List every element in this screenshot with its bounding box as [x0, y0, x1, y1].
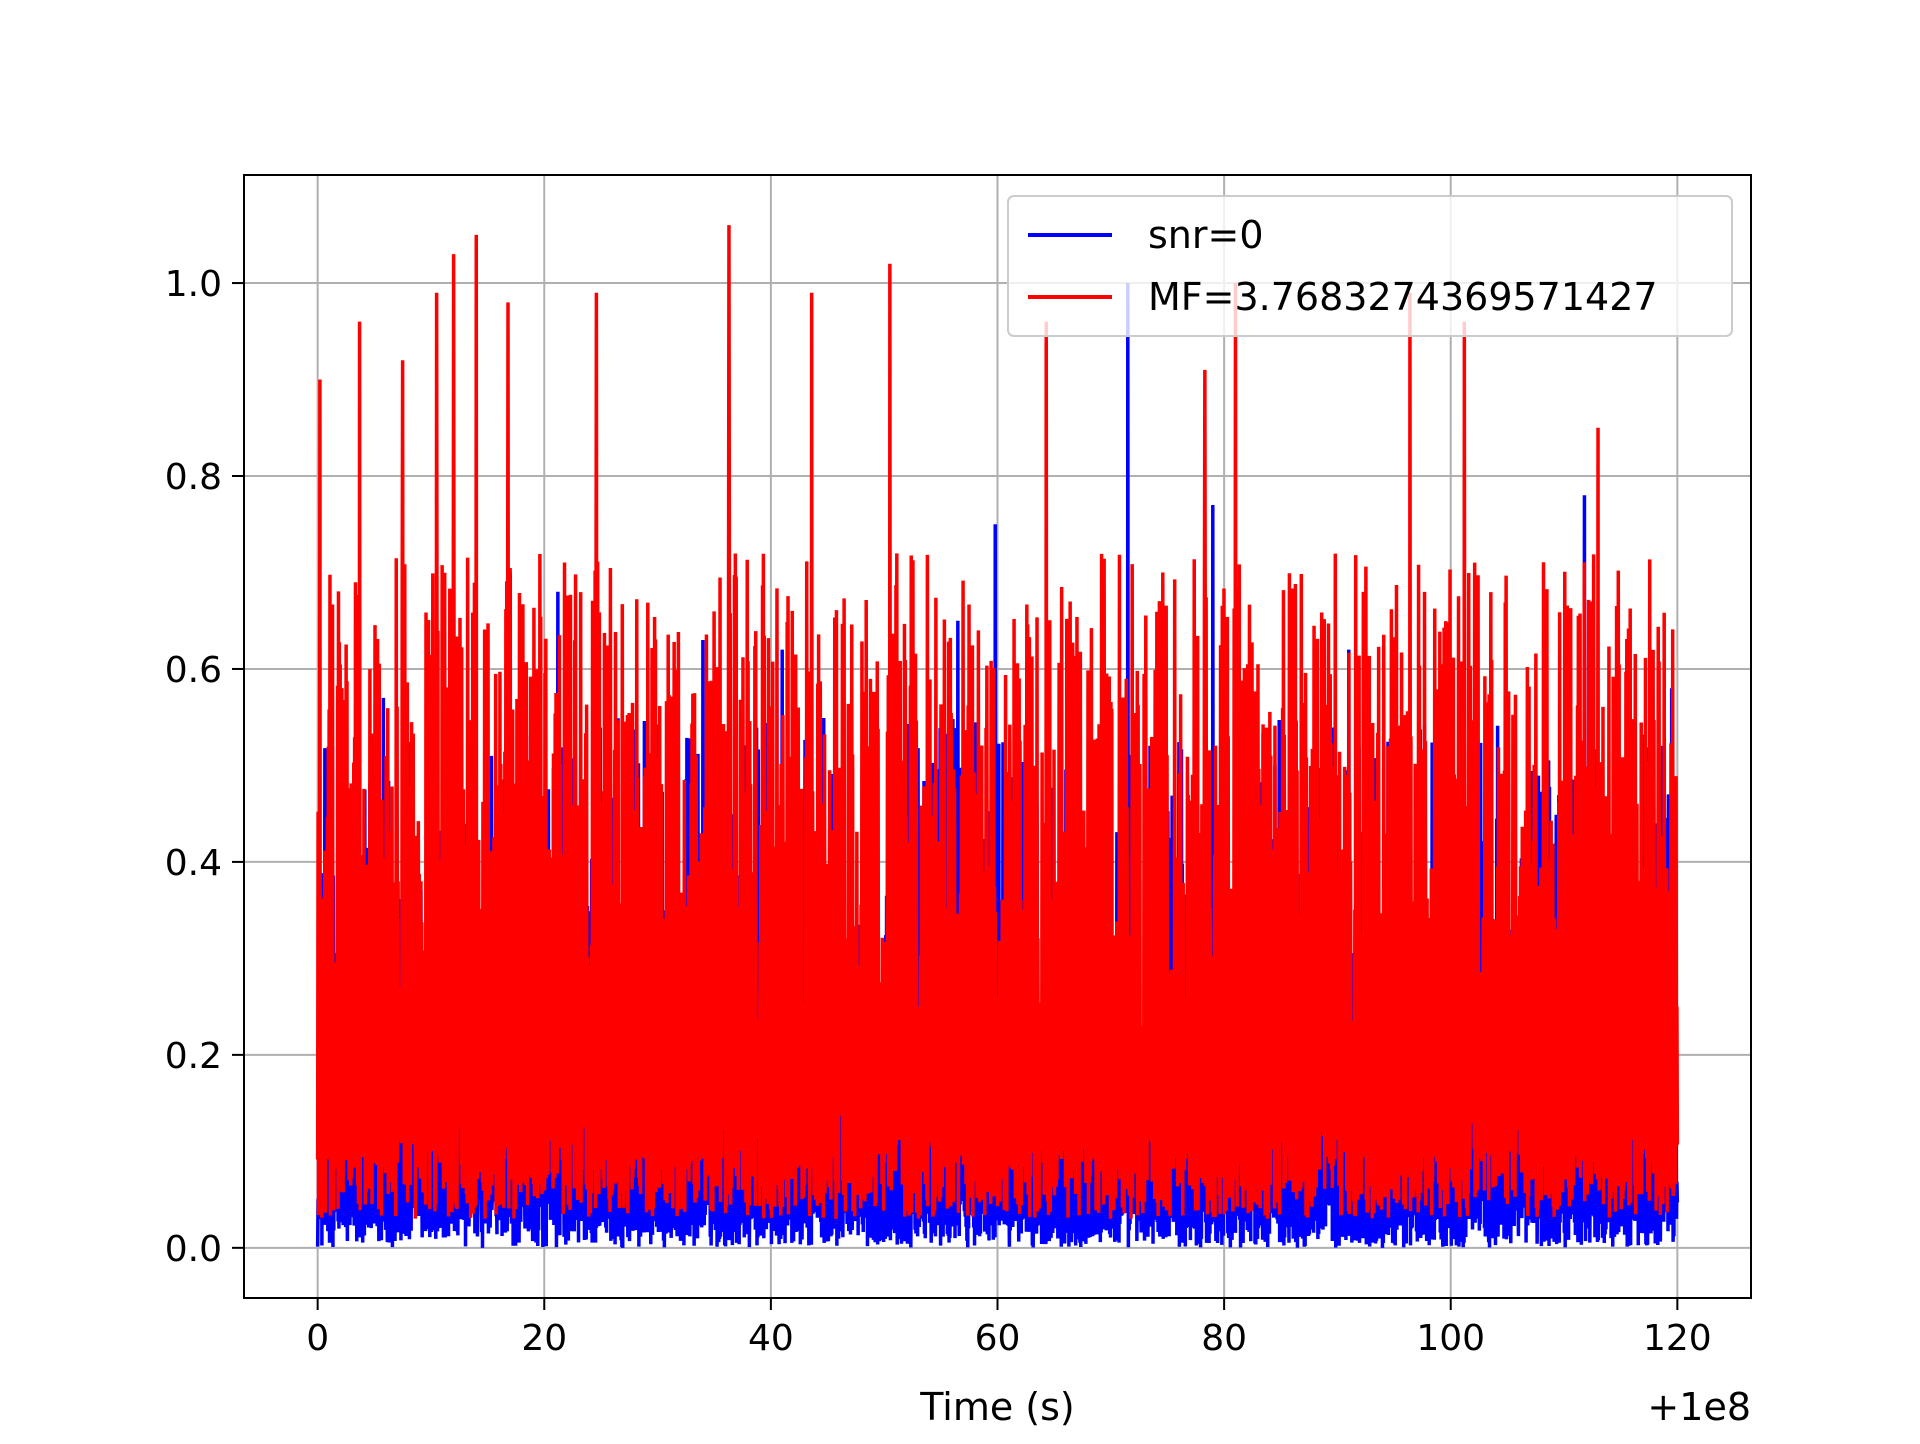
x-tick-label: 60 [975, 1318, 1021, 1359]
series-layer [315, 225, 1680, 1248]
x-offset-text: +1e8 [1647, 1385, 1751, 1429]
x-tick-label: 100 [1416, 1318, 1485, 1359]
legend-label-mf: MF=3.7683274369571427 [1148, 275, 1658, 319]
ticks: 0 20 40 60 80 100 120 0.0 0.2 0.4 0.6 0.8 1.0 [165, 264, 1712, 1359]
legend-box [1007, 195, 1733, 337]
x-tick-label: 20 [521, 1318, 567, 1359]
x-axis-label: Time (s) [919, 1385, 1075, 1429]
y-tick-label: 0.8 [165, 457, 222, 498]
x-tick-label: 80 [1201, 1318, 1247, 1359]
legend: snr=0 MF=3.7683274369571427 [1007, 195, 1733, 337]
x-tick-label: 40 [748, 1318, 794, 1359]
y-tick-label: 1.0 [165, 264, 222, 305]
y-tick-label: 0.0 [165, 1229, 222, 1270]
y-tick-label: 0.6 [165, 650, 222, 691]
y-tick-label: 0.2 [165, 1036, 222, 1077]
legend-label-snr: snr=0 [1148, 213, 1264, 257]
series-line-mf [315, 225, 1680, 1219]
y-tick-label: 0.4 [165, 843, 222, 884]
x-tick-label: 0 [306, 1318, 329, 1359]
x-tick-label: 120 [1643, 1318, 1712, 1359]
